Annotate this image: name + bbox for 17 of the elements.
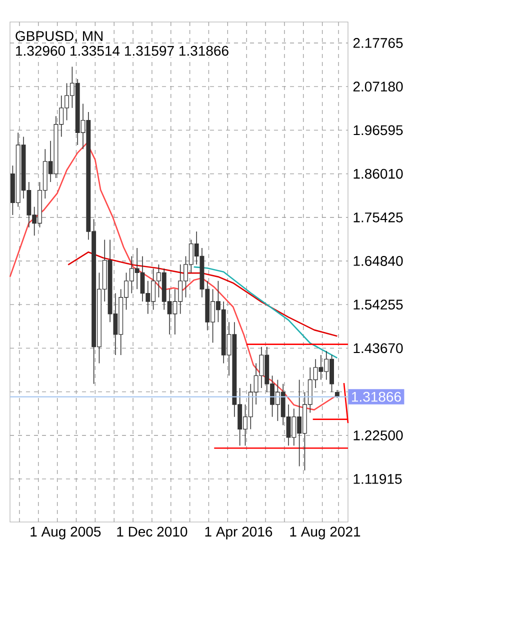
y-tick-label: 2.17765	[353, 38, 403, 48]
x-tick-label: 1 Apr 2016	[205, 526, 272, 540]
x-tick-label: 1 Aug 2005	[30, 526, 101, 540]
y-tick-label: 1.75425	[354, 212, 403, 222]
y-tick-label: 1.96595	[354, 125, 403, 136]
text: GBPUSD, MN	[16, 31, 102, 43]
y-tick-label: 1.54255	[354, 300, 403, 310]
text: 1.32960 1.33514 1.31597 1.31866	[16, 46, 228, 56]
y-tick-label: 1.43670	[354, 343, 403, 354]
x-tick-label: 1 Aug 2021	[290, 526, 360, 540]
y-tick-label: 1.22500	[354, 430, 403, 440]
y-tick-label: 1.11915	[354, 474, 402, 484]
y-tick-label: 2.07180	[353, 82, 403, 92]
ref-line-label: 1.31866	[352, 392, 401, 402]
y-tick-label: 1.64840	[354, 256, 403, 266]
y-tick-label: 1.86010	[354, 168, 403, 179]
x-tick-label: 1 Dec 2010	[117, 526, 188, 537]
